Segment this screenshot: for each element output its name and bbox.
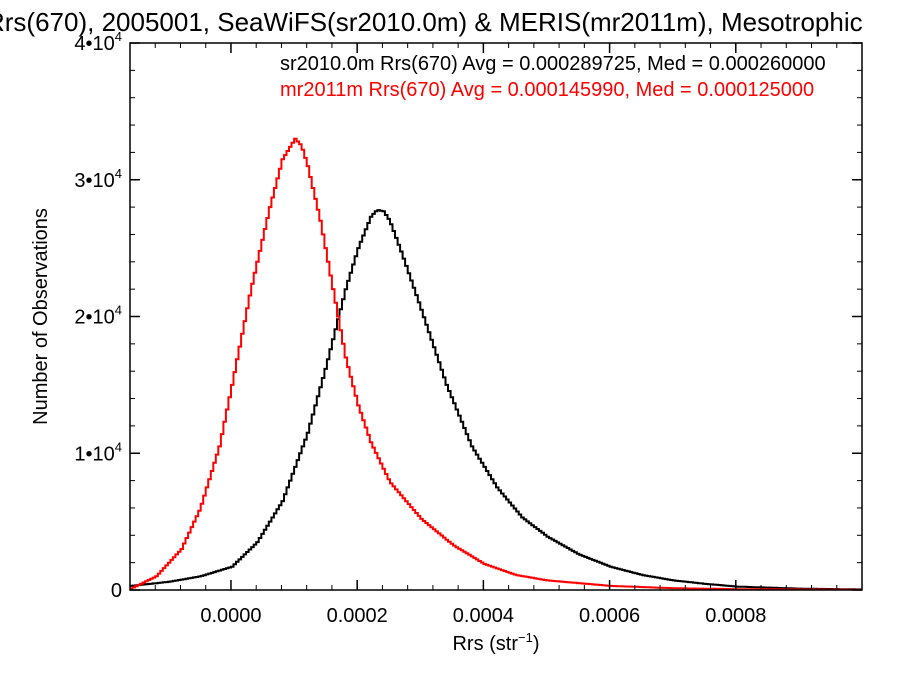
x-tick-label: 0.0008 (705, 605, 766, 627)
x-tick-label: 0.0002 (327, 605, 388, 627)
x-tick-label: 0.0000 (200, 605, 261, 627)
y-tick-label: 2•104 (74, 303, 122, 329)
y-axis-label: Number of Observations (30, 208, 52, 425)
y-tick-label: 1•104 (74, 439, 122, 465)
x-tick-label: 0.0006 (579, 605, 640, 627)
y-tick-label: 4•104 (74, 29, 122, 55)
series-line-1 (130, 137, 862, 590)
chart-title: Rrs(670), 2005001, SeaWiFS(sr2010.0m) & … (0, 7, 863, 37)
x-tick-label: 0.0004 (453, 605, 514, 627)
legend-annotation-0: sr2010.0m Rrs(670) Avg = 0.000289725, Me… (280, 53, 826, 75)
legend-annotation-1: mr2011m Rrs(670) Avg = 0.000145990, Med … (280, 79, 814, 101)
annotation-layer: sr2010.0m Rrs(670) Avg = 0.000289725, Me… (280, 53, 826, 101)
axis-layer: 0.0000 0.0002 0.0004 0.0006 0.0008 0 1•104 2•10… (30, 29, 863, 655)
x-axis-label: Rrs (str−1) (452, 630, 539, 655)
y-tick-label: 0 (111, 580, 122, 602)
plot-frame (129, 42, 863, 591)
series-line-0 (130, 209, 862, 590)
y-tick-label: 3•104 (74, 166, 122, 192)
series-layer (130, 137, 862, 590)
